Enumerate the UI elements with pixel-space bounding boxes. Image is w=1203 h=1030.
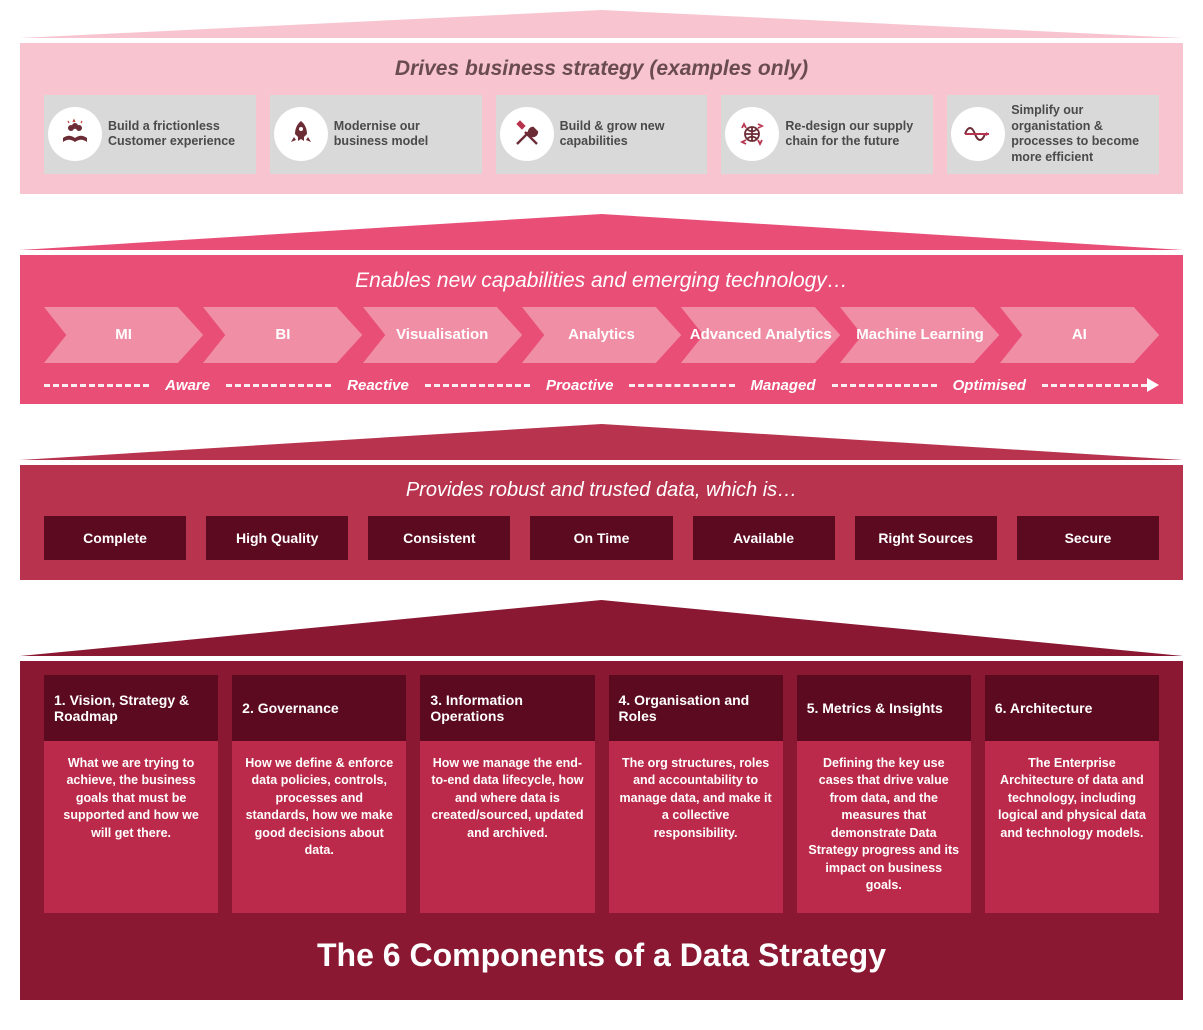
component-head: 3. Information Operations (420, 675, 594, 741)
component-metrics: 5. Metrics & Insights Defining the key u… (797, 675, 971, 913)
strategy-item-simplify: Simplify our organistation & processes t… (947, 95, 1159, 174)
arrowhead-icon (1147, 378, 1159, 392)
layer3-title: Provides robust and trusted data, which … (44, 479, 1159, 502)
capability-step-label: BI (267, 326, 298, 343)
capability-step-analytics: Analytics (522, 307, 681, 363)
capability-step-bi: BI (203, 307, 362, 363)
quality-box-right-sources: Right Sources (855, 516, 997, 560)
component-body: Defining the key use cases that drive va… (797, 741, 971, 913)
quality-box-high-quality: High Quality (206, 516, 348, 560)
component-body: The org structures, roles and accountabi… (609, 741, 783, 913)
strategy-item-label: Modernise our business model (334, 119, 472, 150)
maturity-dash (629, 384, 734, 387)
maturity-label-managed: Managed (735, 377, 832, 394)
capability-step-advanced-analytics: Advanced Analytics (681, 307, 840, 363)
maturity-label-optimised: Optimised (937, 377, 1042, 394)
strategy-item-label: Simplify our organistation & processes t… (1011, 103, 1149, 166)
wave-icon (951, 107, 1005, 161)
components-row: 1. Vision, Strategy & Roadmap What we ar… (44, 675, 1159, 913)
component-body: What we are trying to achieve, the busin… (44, 741, 218, 913)
quality-box-complete: Complete (44, 516, 186, 560)
capability-step-label: Machine Learning (848, 326, 992, 343)
maturity-label-reactive: Reactive (331, 377, 425, 394)
roof-layer4 (20, 600, 1183, 656)
quality-box-available: Available (693, 516, 835, 560)
layer1-title: Drives business strategy (examples only) (44, 57, 1159, 81)
strategy-item-supply-chain: Re-design our supply chain for the futur… (721, 95, 933, 174)
quality-box-on-time: On Time (530, 516, 672, 560)
maturity-dash (226, 384, 331, 387)
maturity-dash (832, 384, 937, 387)
component-vision: 1. Vision, Strategy & Roadmap What we ar… (44, 675, 218, 913)
maturity-label-aware: Aware (149, 377, 226, 394)
component-organisation: 4. Organisation and Roles The org struct… (609, 675, 783, 913)
component-body: The Enterprise Architecture of data and … (985, 741, 1159, 913)
roof-layer1 (20, 10, 1183, 38)
roof-layer2 (20, 214, 1183, 250)
capability-step-label: AI (1064, 326, 1095, 343)
trusted-data-row: Complete High Quality Consistent On Time… (44, 516, 1159, 560)
rocket-icon (274, 107, 328, 161)
maturity-scale: Aware Reactive Proactive Managed Optimis… (44, 377, 1159, 394)
capability-arrow-row: MI BI Visualisation Analytics Advanced A… (44, 307, 1159, 363)
component-head: 4. Organisation and Roles (609, 675, 783, 741)
capability-step-label: Visualisation (388, 326, 496, 343)
component-information-ops: 3. Information Operations How we manage … (420, 675, 594, 913)
strategy-item-capabilities: Build & grow new capabilities (496, 95, 708, 174)
maturity-label-proactive: Proactive (530, 377, 630, 394)
capability-step-machine-learning: Machine Learning (840, 307, 999, 363)
layer1-items-row: Build a frictionless Customer experience… (44, 95, 1159, 174)
maturity-dash (1042, 384, 1147, 387)
maturity-dash (425, 384, 530, 387)
strategy-item-modernise: Modernise our business model (270, 95, 482, 174)
quality-box-secure: Secure (1017, 516, 1159, 560)
layer-trusted-data: Provides robust and trusted data, which … (20, 424, 1183, 580)
quality-box-consistent: Consistent (368, 516, 510, 560)
component-governance: 2. Governance How we define & enforce da… (232, 675, 406, 913)
layer-capabilities: Enables new capabilities and emerging te… (20, 214, 1183, 404)
capability-step-label: Analytics (560, 326, 643, 343)
capability-step-label: MI (107, 326, 140, 343)
capability-step-mi: MI (44, 307, 203, 363)
strategy-item-customer-experience: Build a frictionless Customer experience (44, 95, 256, 174)
layer2-title: Enables new capabilities and emerging te… (44, 269, 1159, 293)
component-architecture: 6. Architecture The Enterprise Architect… (985, 675, 1159, 913)
capability-step-ai: AI (1000, 307, 1159, 363)
strategy-item-label: Build & grow new capabilities (560, 119, 698, 150)
component-body: How we define & enforce data policies, c… (232, 741, 406, 913)
component-head: 5. Metrics & Insights (797, 675, 971, 741)
capability-step-label: Advanced Analytics (682, 326, 840, 343)
capability-step-visualisation: Visualisation (363, 307, 522, 363)
strategy-item-label: Build a frictionless Customer experience (108, 119, 246, 150)
layer4-footer-title: The 6 Components of a Data Strategy (44, 937, 1159, 974)
layer-components: 1. Vision, Strategy & Roadmap What we ar… (20, 600, 1183, 1000)
component-head: 2. Governance (232, 675, 406, 741)
component-head: 6. Architecture (985, 675, 1159, 741)
tools-icon (500, 107, 554, 161)
globe-icon (725, 107, 779, 161)
component-head: 1. Vision, Strategy & Roadmap (44, 675, 218, 741)
hands-icon (48, 107, 102, 161)
layer-business-strategy: Drives business strategy (examples only)… (20, 10, 1183, 194)
maturity-dash (44, 384, 149, 387)
roof-layer3 (20, 424, 1183, 460)
component-body: How we manage the end-to-end data lifecy… (420, 741, 594, 913)
strategy-item-label: Re-design our supply chain for the futur… (785, 119, 923, 150)
